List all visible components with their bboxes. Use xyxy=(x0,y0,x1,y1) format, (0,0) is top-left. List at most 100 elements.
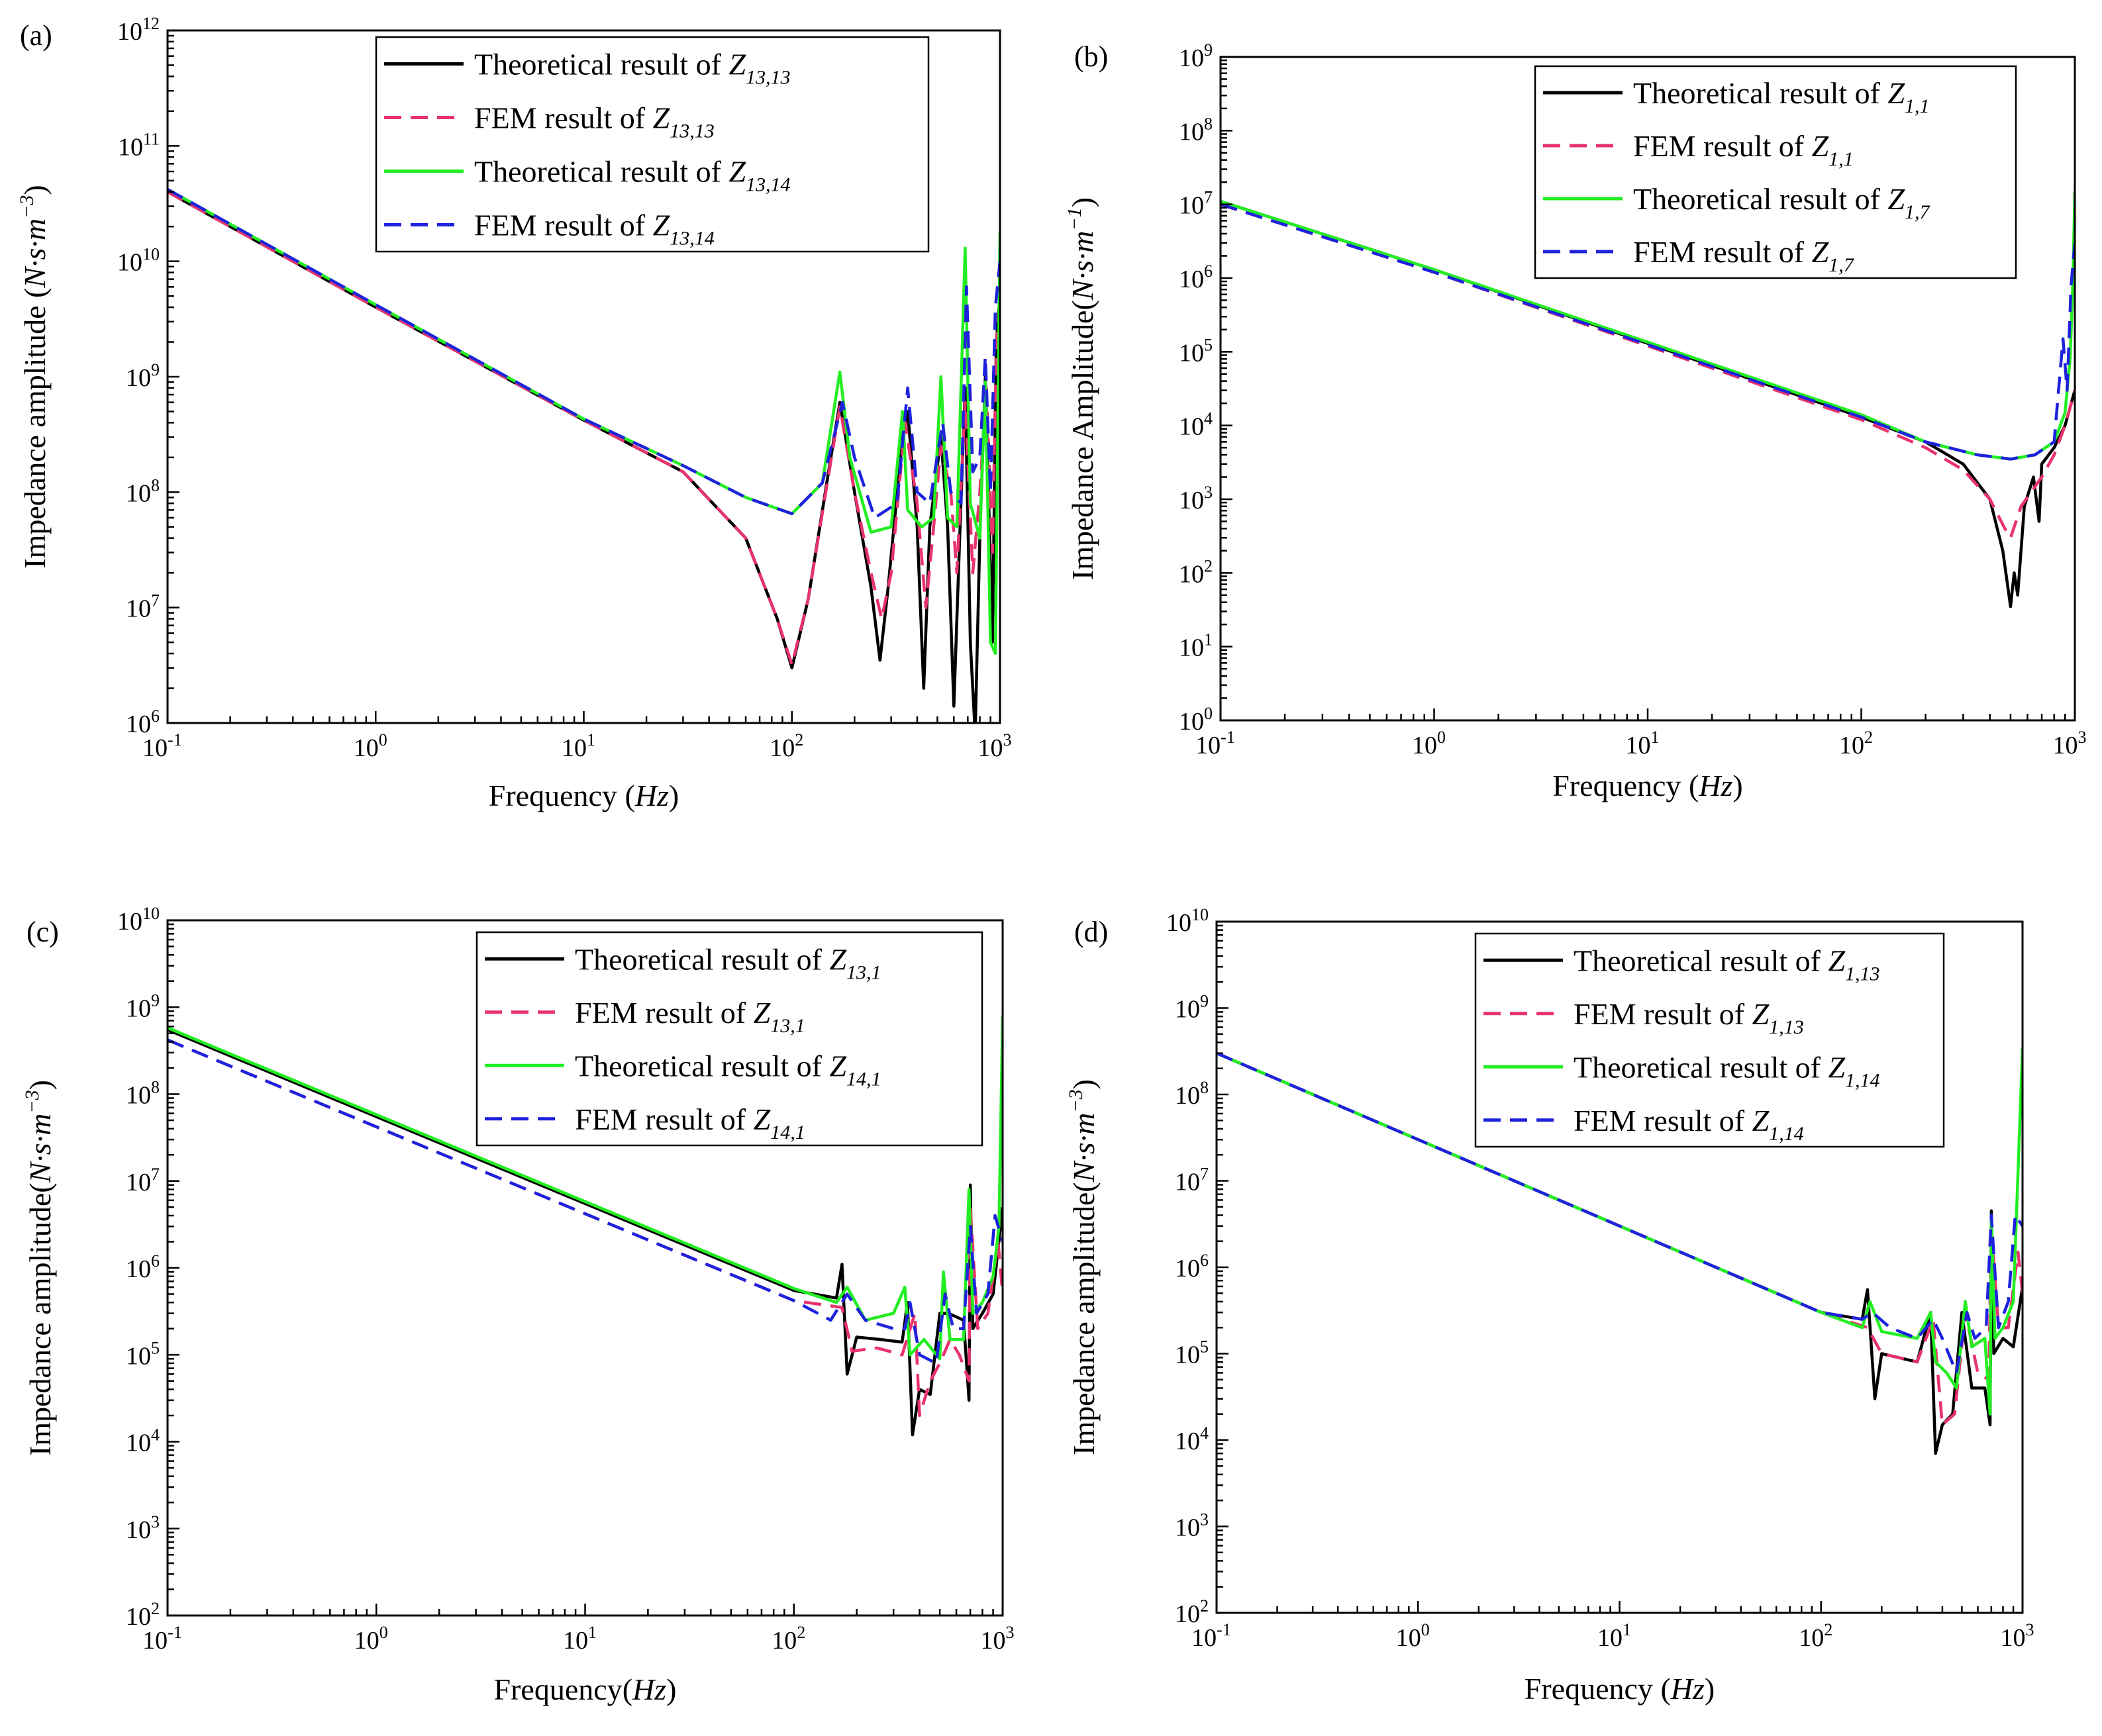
legend-entry-label: Theoretical result of Z13,1 xyxy=(575,942,881,983)
x-tick-label: 102 xyxy=(772,1623,805,1655)
series-line-theoretical-z13-14 xyxy=(168,188,1000,655)
series-line-fem-z13-1 xyxy=(168,1038,1003,1418)
legend-entry-label: FEM result of Z1,14 xyxy=(1574,1104,1804,1145)
x-tick-label: 103 xyxy=(2053,728,2087,759)
y-tick-label: 106 xyxy=(126,1251,160,1283)
x-tick-label: 10-1 xyxy=(1191,1620,1231,1652)
y-tick-label: 109 xyxy=(126,360,160,392)
series-line-theoretical-z13-13 xyxy=(168,190,1000,723)
x-tick-label: 101 xyxy=(1597,1620,1631,1652)
y-tick-label: 104 xyxy=(1179,409,1213,441)
y-tick-label: 108 xyxy=(1175,1078,1209,1110)
legend: Theoretical result of Z1,1 FEM result of … xyxy=(1534,65,2017,279)
series-line-fem-z14-1 xyxy=(168,1038,1003,1365)
x-axis-label: Frequency(Hz) xyxy=(494,1672,677,1706)
y-tick-label: 109 xyxy=(126,990,160,1022)
y-tick-label: 106 xyxy=(126,706,160,738)
legend-entry-label: Theoretical result of Z1,13 xyxy=(1574,943,1880,985)
y-tick-label: 107 xyxy=(126,1165,160,1196)
panel-label: (c) xyxy=(26,916,59,948)
y-tick-label: 108 xyxy=(126,475,160,507)
y-tick-label: 100 xyxy=(1179,704,1213,736)
series-line-fem-z1-7 xyxy=(1221,203,2075,461)
series-group xyxy=(1221,191,2075,608)
x-tick-label: 100 xyxy=(1412,728,1446,759)
series-group xyxy=(168,188,1000,723)
legend-entry-label: Theoretical result of Z13,14 xyxy=(474,155,791,196)
x-axis-label: Frequency (Hz) xyxy=(489,779,679,812)
y-tick-label: 105 xyxy=(1175,1337,1209,1369)
y-tick-label: 1010 xyxy=(1166,905,1209,937)
legend-entry-label: FEM result of Z14,1 xyxy=(575,1102,805,1143)
legend-entry-label: FEM result of Z1,1 xyxy=(1633,129,1854,170)
legend: Theoretical result of Z13,13 FEM result o… xyxy=(375,36,930,253)
y-tick-label: 108 xyxy=(1179,114,1213,146)
y-tick-label: 109 xyxy=(1179,40,1213,72)
x-tick-label: 101 xyxy=(562,730,595,762)
y-tick-label: 106 xyxy=(1179,262,1213,293)
x-tick-label: 101 xyxy=(1626,728,1660,759)
legend-entry-label: Theoretical result of Z13,13 xyxy=(474,48,791,89)
y-tick-label: 1012 xyxy=(117,14,160,46)
y-tick-label: 103 xyxy=(126,1512,160,1544)
y-tick-label: 102 xyxy=(1175,1596,1209,1628)
x-axis-label: Frequency (Hz) xyxy=(1525,1672,1715,1706)
panel-a: 10-1 100 101 102 103 106 107 108 109 1010 1011 1012… xyxy=(16,14,1012,812)
y-tick-label: 102 xyxy=(1179,556,1213,588)
y-tick-label: 1011 xyxy=(118,129,160,161)
y-tick-label: 1010 xyxy=(117,245,160,277)
legend-entry-label: Theoretical result of Z1,1 xyxy=(1633,76,1930,117)
x-axis-label: Frequency (Hz) xyxy=(1552,769,1742,802)
y-tick-label: 101 xyxy=(1179,630,1213,662)
panel-d: 10-1 100 101 102 103 102 103 104 105 106 107 108 109… xyxy=(1065,905,2034,1706)
y-tick-label: 108 xyxy=(126,1078,160,1110)
y-tick-label: 103 xyxy=(1175,1510,1209,1542)
x-tick-label: 10-1 xyxy=(142,730,182,762)
legend-frame xyxy=(375,36,930,253)
y-axis-label: Impedance amplitude (N·s·m−3) xyxy=(16,185,52,568)
y-tick-label: 104 xyxy=(126,1425,160,1457)
legend-frame xyxy=(475,931,983,1147)
legend-frame xyxy=(1474,932,1945,1148)
x-tick-label: 102 xyxy=(1799,1620,1832,1652)
y-tick-label: 102 xyxy=(126,1599,160,1631)
panel-label: (a) xyxy=(20,19,52,52)
legend: Theoretical result of Z13,1 FEM result of… xyxy=(475,931,983,1147)
legend-entry-label: FEM result of Z13,13 xyxy=(474,101,715,142)
series-group xyxy=(1217,1047,2023,1455)
panel-label: (b) xyxy=(1074,40,1108,73)
legend-entry-label: FEM result of Z1,7 xyxy=(1633,235,1855,276)
legend-entry-label: Theoretical result of Z1,14 xyxy=(1574,1050,1880,1091)
y-axis-label: Impedance amplitude(N·s·m−3) xyxy=(21,1080,57,1456)
y-tick-label: 107 xyxy=(1175,1165,1209,1196)
y-tick-label: 1010 xyxy=(117,904,160,936)
y-tick-label: 103 xyxy=(1179,483,1213,514)
x-tick-label: 100 xyxy=(1396,1620,1430,1652)
x-tick-label: 100 xyxy=(354,730,387,762)
x-tick-label: 102 xyxy=(770,730,803,762)
y-tick-label: 107 xyxy=(126,591,160,623)
x-tick-label: 10-1 xyxy=(1195,728,1235,759)
legend-entry-label: Theoretical result of Z14,1 xyxy=(575,1049,881,1090)
y-axis-label: Impedance Amplitude(N·s·m−1) xyxy=(1064,197,1099,580)
y-tick-label: 107 xyxy=(1179,188,1213,220)
x-tick-label: 100 xyxy=(354,1623,388,1655)
x-tick-label: 101 xyxy=(563,1623,597,1655)
series-line-fem-z1-14 xyxy=(1217,1051,2023,1374)
y-tick-label: 105 xyxy=(1179,335,1213,367)
legend-entry-label: FEM result of Z13,1 xyxy=(575,996,805,1037)
x-tick-label: 102 xyxy=(1839,728,1873,759)
y-axis-label: Impedance amplitude(N·s·m−3) xyxy=(1065,1079,1101,1455)
y-tick-label: 104 xyxy=(1175,1423,1209,1455)
series-line-fem-z13-13 xyxy=(168,190,1000,667)
panel-b: 10-1 100 101 102 103100101102103104105106107… xyxy=(1064,40,2087,802)
x-tick-label: 103 xyxy=(2001,1620,2034,1652)
x-tick-label: 103 xyxy=(981,1623,1015,1655)
legend-entry-label: FEM result of Z1,13 xyxy=(1574,997,1804,1038)
y-tick-label: 106 xyxy=(1175,1251,1209,1282)
x-tick-label: 103 xyxy=(978,730,1012,762)
series-line-fem-z13-14 xyxy=(168,188,1000,520)
series-line-theoretical-z1-14 xyxy=(1217,1047,2023,1416)
x-tick-label: 10-1 xyxy=(142,1623,182,1655)
